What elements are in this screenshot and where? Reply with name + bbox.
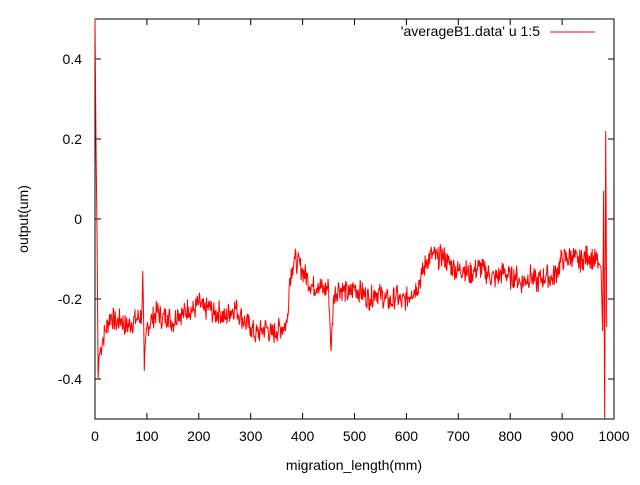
- series-line: [94, 18, 608, 420]
- series-layer: [94, 18, 608, 420]
- legend: 'averageB1.data' u 1:5: [401, 23, 595, 39]
- x-axis-ticks: 0 100 200 300 400 500 600 700 800 900 1000: [91, 19, 630, 444]
- y-tick-label: -0.4: [58, 371, 82, 387]
- x-tick-label: 100: [135, 428, 159, 444]
- x-axis-label: migration_length(mm): [286, 457, 422, 473]
- y-axis-label: output(um): [15, 185, 31, 253]
- x-tick-label: 700: [447, 428, 471, 444]
- x-tick-label: 200: [187, 428, 211, 444]
- y-tick-label: -0.2: [58, 291, 82, 307]
- x-tick-label: 800: [499, 428, 523, 444]
- x-tick-label: 0: [91, 428, 99, 444]
- x-tick-label: 500: [343, 428, 367, 444]
- y-tick-label: 0.2: [63, 131, 83, 147]
- x-tick-label: 600: [395, 428, 419, 444]
- x-tick-label: 1000: [598, 428, 629, 444]
- x-tick-label: 900: [550, 428, 574, 444]
- legend-label: 'averageB1.data' u 1:5: [401, 23, 540, 39]
- y-tick-label: 0.4: [63, 51, 83, 67]
- x-tick-label: 400: [291, 428, 315, 444]
- x-tick-label: 300: [239, 428, 263, 444]
- y-axis-ticks: -0.4 -0.2 0 0.2 0.4: [58, 51, 614, 387]
- plot-frame: [94, 18, 615, 420]
- y-tick-label: 0: [74, 211, 82, 227]
